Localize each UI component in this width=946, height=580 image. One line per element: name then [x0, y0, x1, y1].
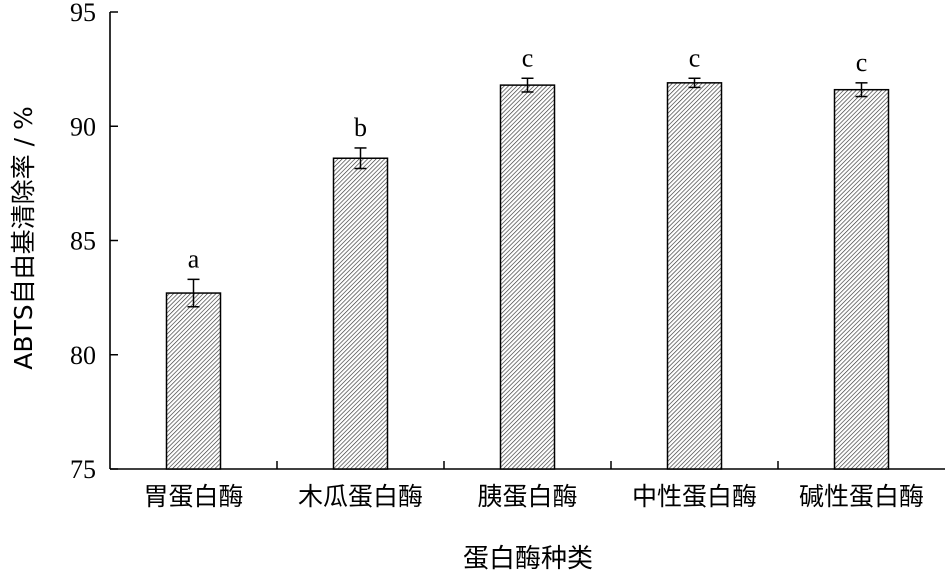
significance-label: a: [188, 244, 200, 273]
x-axis-label: 蛋白酶种类: [463, 544, 593, 574]
y-tick-label: 85: [70, 227, 96, 256]
bar: [499, 84, 556, 470]
x-tick-label: 胃蛋白酶: [143, 482, 243, 511]
bar: [666, 82, 723, 470]
significance-label: b: [354, 113, 367, 142]
y-tick-label: 80: [70, 341, 96, 370]
bar: [332, 157, 389, 470]
y-tick-label: 90: [70, 112, 96, 141]
significance-label: c: [856, 48, 868, 77]
x-tick-label: 木瓜蛋白酶: [298, 482, 423, 511]
y-tick-label: 95: [70, 0, 96, 27]
y-tick-label: 75: [70, 455, 96, 484]
significance-label: c: [689, 43, 701, 72]
x-tick-label: 碱性蛋白酶: [799, 482, 924, 511]
x-tick-label: 胰蛋白酶: [477, 482, 577, 511]
bar: [165, 292, 222, 470]
significance-label: c: [522, 43, 534, 72]
y-axis-label: ABTS自由基清除率 / %: [9, 106, 38, 369]
bar: [833, 88, 890, 470]
plot-area: 75 80 85 90 95 a 胃蛋白酶 b 木瓜蛋白酶 c 胰蛋白酶 c 中性蛋白酶 c 碱性蛋白酶: [70, 0, 945, 511]
x-tick-label: 中性蛋白酶: [632, 482, 757, 511]
